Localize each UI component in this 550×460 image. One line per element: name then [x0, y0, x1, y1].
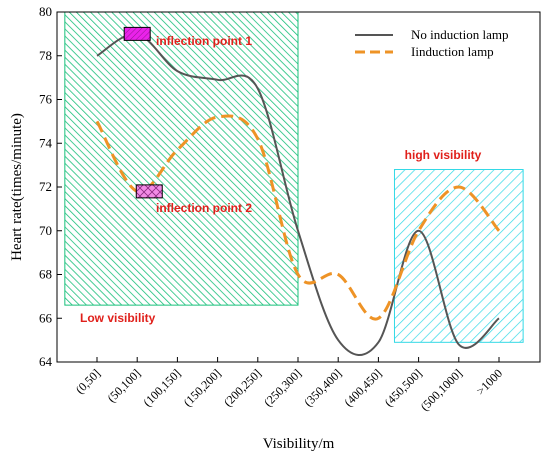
- inflection-point-2-marker: [135, 184, 163, 199]
- y-tick-label: 72: [39, 179, 52, 194]
- y-tick-label: 68: [39, 267, 52, 282]
- series-line-2: [95, 114, 501, 321]
- low-visibility-region-label: Low visibility: [80, 311, 156, 325]
- series-layer: [95, 32, 501, 356]
- y-tick-label: 80: [39, 4, 52, 19]
- y-tick-label: 74: [39, 135, 53, 150]
- inflection-point-1-marker: [123, 26, 151, 41]
- x-tick-label: (100,150]: [140, 366, 183, 409]
- x-tick-label: (400,450]: [341, 366, 384, 409]
- high-visibility-region: [393, 169, 524, 343]
- marker-layer: inflection point 1 inflection point 2: [123, 26, 252, 215]
- low-visibility-region: [64, 11, 299, 306]
- x-tick-label: (200,250]: [221, 366, 264, 409]
- y-axis-label: Heart rate(times/minute): [9, 113, 25, 261]
- y-tick-label: 66: [39, 310, 53, 325]
- legend: No induction lamp Iinduction lamp: [355, 27, 509, 59]
- y-tick-label: 70: [39, 223, 52, 238]
- x-tick-label: >1000: [473, 366, 505, 398]
- inflection-point-1-label: inflection point 1: [156, 34, 252, 48]
- x-tick-label: (250,300]: [261, 366, 304, 409]
- x-axis-label: Visibility/m: [263, 436, 335, 452]
- legend-label-2: Iinduction lamp: [411, 44, 494, 59]
- y-tick-label: 78: [39, 48, 52, 63]
- x-tick-label: (150,200]: [181, 366, 224, 409]
- inflection-point-2-label: inflection point 2: [156, 201, 252, 215]
- y-tick-label: 64: [39, 354, 53, 369]
- x-tick-label: (50,100]: [104, 366, 143, 405]
- series-line-1: [96, 32, 500, 356]
- legend-label-1: No induction lamp: [411, 27, 509, 42]
- x-tick-label: (350,400]: [301, 366, 344, 409]
- y-tick-label: 76: [39, 92, 53, 107]
- high-visibility-region-label: high visibility: [405, 148, 482, 162]
- region-layer: Low visibility high visibility: [64, 11, 524, 343]
- x-tick-label: (0,50]: [73, 366, 103, 396]
- x-tick-label: (500,1000]: [418, 366, 465, 413]
